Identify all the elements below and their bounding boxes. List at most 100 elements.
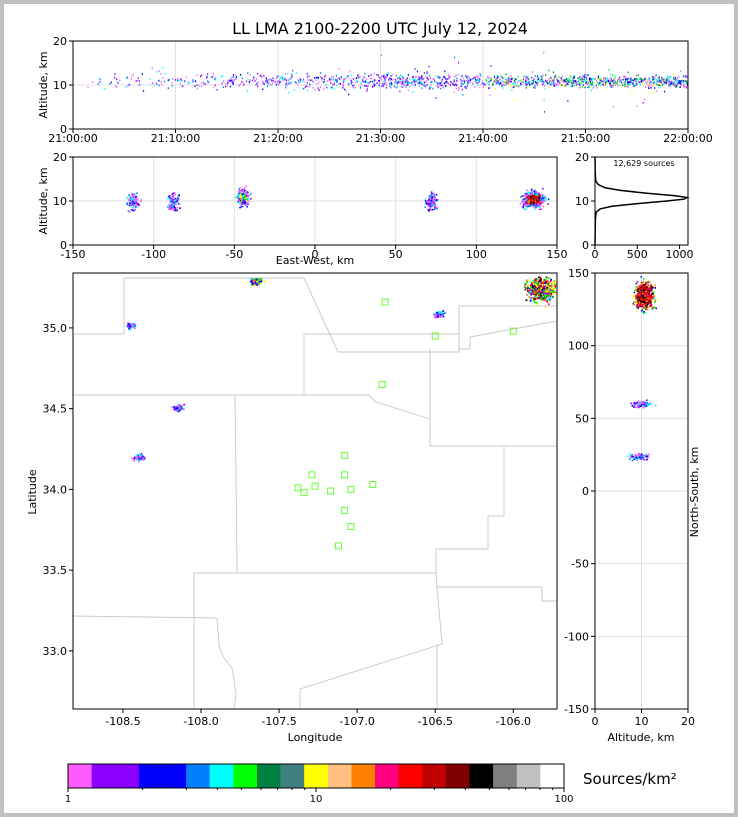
source-point	[140, 456, 143, 458]
source-point	[536, 75, 539, 78]
source-point	[335, 79, 337, 82]
source-point	[683, 85, 685, 88]
source-point	[138, 457, 141, 460]
source-point	[170, 201, 172, 203]
source-point	[647, 87, 649, 89]
source-point	[628, 452, 631, 455]
source-point	[669, 80, 671, 83]
source-point	[543, 292, 545, 295]
source-point	[637, 299, 639, 302]
source-point	[462, 77, 465, 80]
source-point	[534, 292, 537, 295]
source-point	[255, 84, 257, 86]
source-point	[126, 203, 129, 205]
source-point	[136, 199, 139, 201]
source-point	[686, 76, 688, 78]
source-point	[430, 201, 433, 204]
source-point	[566, 83, 568, 85]
source-point	[528, 200, 531, 202]
source-point	[590, 78, 592, 81]
source-point	[536, 191, 539, 194]
source-point	[232, 80, 235, 83]
source-point	[250, 283, 253, 286]
source-point	[548, 286, 551, 289]
source-point	[472, 82, 474, 85]
source-point	[526, 193, 528, 195]
source-point	[676, 84, 678, 87]
source-point	[523, 78, 525, 81]
source-point	[529, 193, 532, 196]
lma-station-marker	[431, 332, 439, 340]
source-point	[567, 77, 569, 80]
source-point	[240, 205, 243, 208]
source-point	[228, 80, 230, 83]
source-point	[427, 201, 430, 204]
source-point	[233, 79, 235, 81]
source-point	[465, 87, 467, 90]
source-point	[210, 76, 213, 79]
source-point	[180, 406, 183, 409]
source-point	[580, 78, 582, 81]
source-point	[526, 83, 528, 86]
source-point	[262, 82, 264, 84]
source-point	[277, 82, 279, 85]
source-point	[583, 76, 586, 78]
colorbar-swatch	[280, 764, 305, 788]
source-point	[639, 302, 641, 305]
source-point	[531, 199, 534, 202]
altitude-histogram-line	[594, 156, 690, 246]
source-point	[163, 80, 166, 83]
source-point	[551, 81, 553, 84]
source-point	[667, 79, 669, 82]
source-point	[365, 80, 367, 83]
source-point	[651, 76, 654, 78]
source-point	[479, 74, 482, 76]
source-point	[178, 406, 181, 409]
source-point	[307, 76, 309, 79]
source-point	[478, 80, 481, 83]
source-point	[647, 287, 650, 290]
source-point	[476, 79, 478, 82]
source-point	[554, 85, 556, 87]
time-tick-label: 21:50:00	[561, 132, 610, 145]
source-point	[534, 207, 536, 210]
source-point	[130, 323, 133, 326]
source-point	[534, 191, 537, 194]
plan-view-frame	[72, 272, 558, 710]
source-point	[171, 202, 173, 205]
source-point	[534, 294, 537, 297]
source-point	[387, 72, 389, 74]
source-point	[623, 86, 625, 88]
source-point	[640, 289, 642, 292]
source-point	[504, 78, 507, 81]
source-point	[541, 187, 544, 190]
source-point	[665, 79, 667, 81]
source-point	[535, 190, 538, 193]
source-point	[376, 82, 378, 85]
source-point	[533, 296, 536, 299]
source-point	[542, 80, 544, 83]
source-point	[288, 91, 290, 94]
source-point	[555, 83, 558, 86]
source-point	[242, 201, 244, 204]
source-point	[232, 74, 234, 76]
source-point	[544, 297, 546, 300]
source-point	[426, 79, 428, 82]
source-point	[548, 283, 550, 286]
source-point	[433, 78, 435, 80]
source-point	[172, 194, 175, 197]
source-point	[256, 278, 259, 281]
altitude-tick-label: 0	[592, 715, 599, 728]
source-point	[523, 203, 525, 206]
source-point	[574, 79, 577, 82]
source-point	[262, 88, 264, 91]
colorbar-tick-label: 10	[310, 794, 323, 805]
source-point	[133, 200, 136, 203]
source-point	[558, 81, 560, 83]
source-point	[187, 82, 189, 85]
source-point	[633, 291, 636, 294]
source-point	[584, 73, 586, 76]
source-point	[543, 278, 546, 281]
source-point	[182, 408, 185, 410]
source-point	[535, 197, 537, 199]
